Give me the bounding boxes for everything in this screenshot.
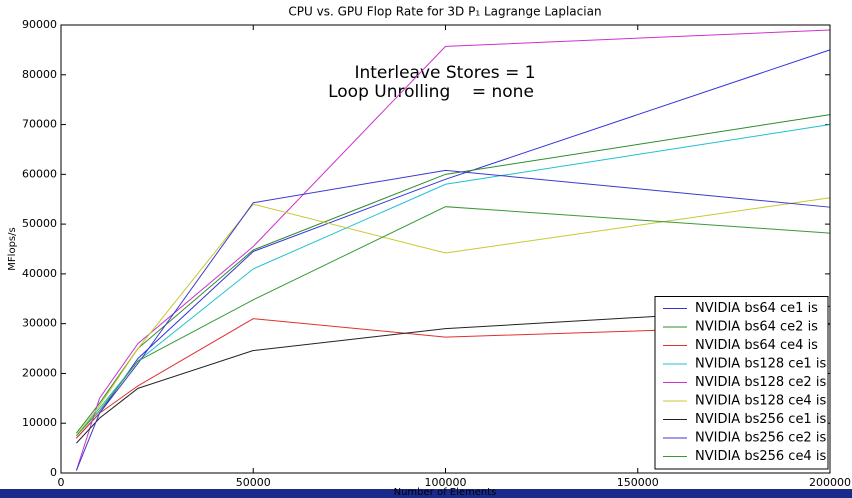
- y-tick-label: 20000: [22, 366, 57, 379]
- x-tick-label: 0: [58, 476, 65, 489]
- y-tick-label: 40000: [22, 267, 57, 280]
- series-line: [75, 197, 831, 436]
- legend-label: NVIDIA bs128 ce4 is: [695, 394, 826, 409]
- x-tick-label: 100000: [425, 476, 467, 489]
- x-tick-label: 150000: [617, 476, 659, 489]
- legend-label: NVIDIA bs64 ce1 is: [695, 301, 818, 316]
- annotation: Interleave Stores = 1: [354, 63, 535, 83]
- legend-label: NVIDIA bs256 ce4 is: [695, 449, 826, 464]
- y-axis-label: MFlops/s: [7, 227, 18, 270]
- series-line: [75, 124, 831, 436]
- y-tick-label: 0: [50, 466, 57, 479]
- legend-label: NVIDIA bs128 ce1 is: [695, 357, 826, 372]
- chart-title: CPU vs. GPU Flop Rate for 3D P₁ Lagrange…: [288, 5, 601, 19]
- x-axis-label: Number of Elements: [394, 487, 497, 498]
- series-line: [75, 169, 831, 471]
- y-tick-label: 80000: [22, 68, 57, 81]
- y-tick-label: 10000: [22, 416, 57, 429]
- x-tick-label: 200000: [809, 476, 851, 489]
- annotation: Loop Unrolling = none: [328, 82, 534, 102]
- legend-label: NVIDIA bs128 ce2 is: [695, 375, 826, 390]
- y-tick-label: 30000: [22, 317, 57, 330]
- legend-label: NVIDIA bs64 ce2 is: [695, 320, 818, 335]
- legend-label: NVIDIA bs64 ce4 is: [695, 338, 818, 353]
- y-tick-label: 50000: [22, 217, 57, 230]
- plot-frame: [60, 24, 831, 474]
- y-tick-label: 70000: [22, 118, 57, 131]
- x-tick-label: 50000: [236, 476, 271, 489]
- y-tick-label: 90000: [22, 18, 57, 31]
- footer-bar: [0, 489, 852, 498]
- series-line: [75, 114, 831, 434]
- legend-label: NVIDIA bs256 ce2 is: [695, 431, 826, 446]
- series-line: [76, 318, 831, 439]
- series-line: [76, 206, 831, 437]
- legend-label: NVIDIA bs256 ce1 is: [695, 412, 826, 427]
- y-tick-label: 60000: [22, 167, 57, 180]
